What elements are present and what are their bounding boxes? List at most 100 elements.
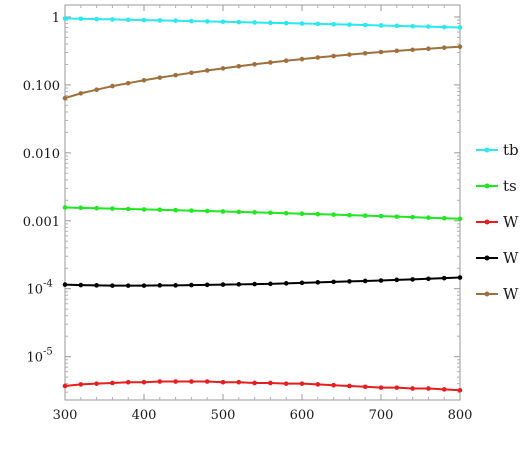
legend-marker [484,291,490,297]
data-point [220,209,226,214]
data-point [441,275,447,281]
legend-item: ts [476,177,517,195]
x-tick-label: 300 [53,408,78,423]
data-point [62,95,68,101]
data-point [268,210,273,216]
data-point [141,379,147,385]
data-point [362,213,368,218]
legend-label: W h [503,285,523,303]
data-point [78,205,84,211]
series-layer [62,16,463,393]
data-point [204,19,210,24]
data-point [394,385,400,390]
data-point [189,208,194,213]
data-point [378,385,384,390]
data-point [94,381,99,386]
data-point [347,22,352,27]
data-point [125,80,131,86]
data-point [394,23,400,29]
x-tick-label: 700 [369,408,394,423]
data-point [315,21,321,27]
data-point [110,283,115,288]
data-point [125,283,131,288]
data-point [78,16,84,22]
data-point [362,384,368,390]
series-5 [62,44,463,101]
data-point [347,383,352,389]
legend-label: W [503,213,519,231]
y-tick-label: 0.001 [23,215,60,230]
data-point [125,379,131,385]
legend-marker [484,255,490,261]
data-point [236,282,242,287]
data-point [347,279,352,284]
data-point [283,281,289,286]
legend-item: Wγ [476,213,523,231]
legend-marker [484,183,490,189]
x-tick-label: 800 [448,408,473,423]
data-point [299,56,305,62]
data-point [315,55,321,60]
data-point [394,277,400,283]
data-point [331,212,336,217]
y-tick-label: 0.010 [23,147,60,162]
data-point [220,66,226,71]
data-point [189,70,194,76]
data-point [410,23,415,29]
data-point [378,278,384,283]
data-point [457,275,463,280]
data-point [236,379,242,385]
y-tick-label: 0.100 [23,79,60,94]
data-point [283,210,289,216]
data-point [410,47,415,53]
data-point [110,17,115,22]
data-point [78,282,84,288]
data-point [299,211,305,217]
legend: tb ts Wγ W Z W h [476,141,523,303]
data-point [125,206,131,212]
data-point [410,214,415,220]
data-point [94,283,99,288]
data-point [268,380,273,386]
data-point [268,20,273,26]
data-point [110,206,115,211]
data-point [457,387,463,393]
data-point [299,381,305,386]
plot-frame [64,4,461,401]
data-point [362,278,368,284]
data-point [252,62,257,67]
data-point [426,276,431,282]
data-point [189,282,194,288]
data-point [331,382,336,388]
data-point [426,24,431,29]
x-axis: 300 400 500 600 700 800 [53,5,473,423]
data-point [331,53,336,59]
data-point [62,16,68,21]
data-point [252,210,257,215]
legend-item: W Z [476,249,523,267]
data-point [157,18,163,23]
data-point [378,213,384,219]
data-point [236,19,242,25]
data-point [141,283,147,288]
x-tick-label: 500 [211,408,236,423]
data-point [220,282,226,287]
data-point [315,382,321,387]
data-point [189,379,194,384]
data-point [173,72,178,78]
data-point [299,280,305,286]
legend-item: W h [476,285,523,303]
series-2 [62,205,463,222]
series-line [64,380,461,392]
data-point [457,216,463,222]
data-point [157,75,163,80]
data-point [157,283,163,288]
data-point [457,25,463,30]
data-point [315,280,321,285]
x-tick-label: 600 [290,408,315,423]
data-point [252,20,257,25]
plot-area [64,4,461,401]
data-point [94,205,99,211]
y-tick-exponent: -4 [43,279,53,290]
